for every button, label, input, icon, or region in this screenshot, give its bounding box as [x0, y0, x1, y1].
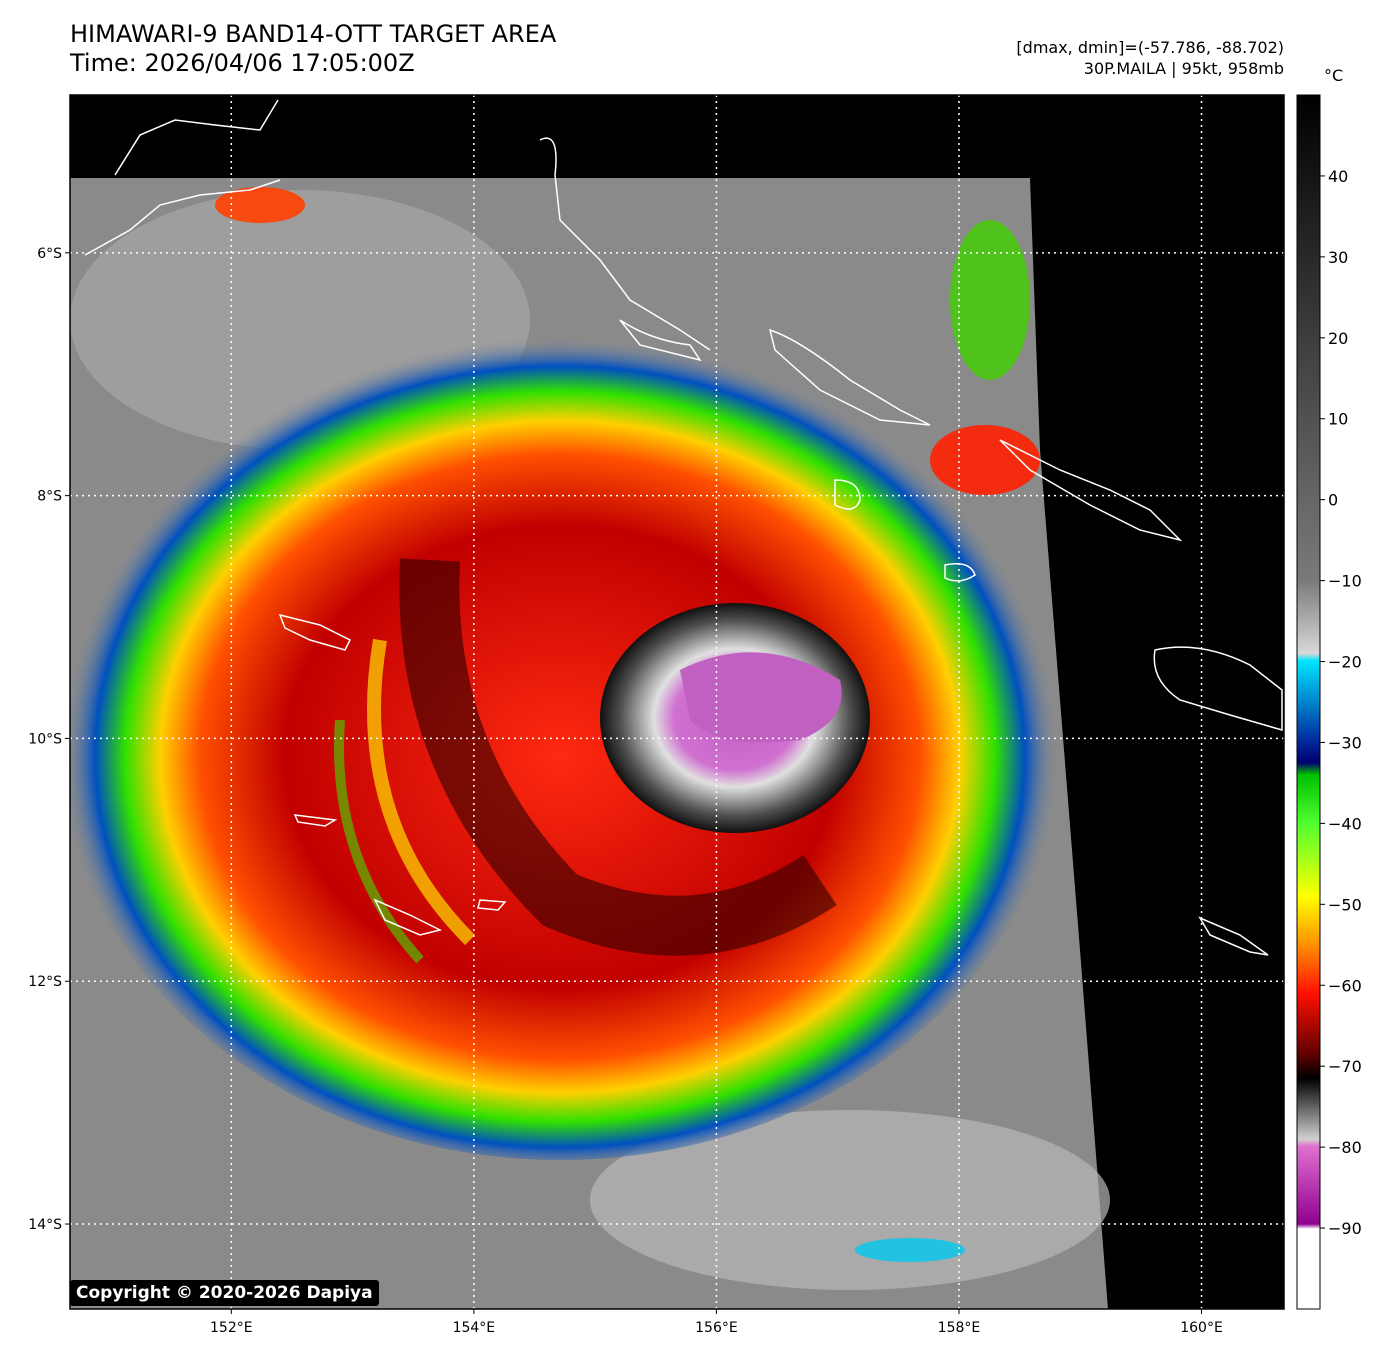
colorbar-tick-label: −10: [1328, 572, 1362, 591]
convection-cell: [855, 1238, 965, 1262]
axis-labels: 152°E 154°E 156°E 158°E 160°E 6°S 8°S 10°S 12°S 1…: [28, 246, 1223, 1336]
lat-label: 8°S: [37, 489, 62, 505]
range-text: [dmax, dmin]=(-57.786, -88.702): [1016, 38, 1284, 57]
lat-label: 10°S: [28, 731, 62, 747]
colorbar-tick-label: 20: [1328, 329, 1348, 348]
imagery-layer: [70, 95, 1284, 1309]
chart-title: HIMAWARI-9 BAND14-OTT TARGET AREA Time: …: [70, 20, 556, 78]
colorbar: [1296, 94, 1321, 1310]
colorbar-tick-label: −50: [1328, 895, 1362, 914]
colorbar-tick-label: −20: [1328, 653, 1362, 672]
lat-label: 12°S: [28, 974, 62, 990]
colorbar-unit: °C: [1324, 66, 1344, 85]
lon-label: 158°E: [938, 1320, 981, 1336]
lon-label: 156°E: [695, 1320, 738, 1336]
graticule: [70, 95, 1284, 1309]
colorbar-tick-label: 10: [1328, 410, 1348, 429]
title-line-1: HIMAWARI-9 BAND14-OTT TARGET AREA: [70, 20, 557, 48]
storm-info: [dmax, dmin]=(-57.786, -88.702) 30P.MAIL…: [1016, 37, 1284, 79]
colorbar-ticks: 40 30 20 10 0 −10 −20 −30 −40 −50 −60 −70 −80 −90: [1320, 167, 1362, 1238]
rainband: [367, 638, 475, 945]
rainband: [334, 719, 424, 964]
lon-label: 154°E: [453, 1320, 496, 1336]
colorbar-tick-label: −40: [1328, 814, 1362, 833]
lat-label: 14°S: [28, 1217, 62, 1233]
storm-text: 30P.MAILA | 95kt, 958mb: [1083, 59, 1284, 78]
cloud-patch: [590, 1110, 1110, 1290]
copyright-label: Copyright © 2020-2026 Dapiya: [70, 1280, 379, 1306]
colorbar-tick-label: 30: [1328, 248, 1348, 267]
lon-label: 152°E: [210, 1320, 253, 1336]
colorbar-tick-label: 0: [1328, 491, 1338, 510]
rainband: [399, 558, 837, 956]
convection-cell: [930, 425, 1040, 495]
colorbar-tick-label: −30: [1328, 733, 1362, 752]
storm-cloud-shield: [70, 320, 1060, 1160]
coastlines: [84, 99, 1283, 956]
colorbar-tick-label: −60: [1328, 976, 1362, 995]
colorbar-tick-label: 40: [1328, 167, 1348, 186]
colorbar-tick-label: −70: [1328, 1057, 1362, 1076]
colorbar-tick-label: −90: [1328, 1219, 1362, 1238]
convection-cell: [215, 187, 305, 223]
lat-label: 6°S: [37, 246, 62, 262]
colorbar-tick-label: −80: [1328, 1138, 1362, 1157]
lon-label: 160°E: [1180, 1320, 1223, 1336]
map-frame: [69, 94, 1285, 1310]
title-line-2: Time: 2026/04/06 17:05:00Z: [70, 49, 415, 77]
coldest-tops: [680, 652, 842, 743]
convection-cell: [950, 220, 1030, 380]
